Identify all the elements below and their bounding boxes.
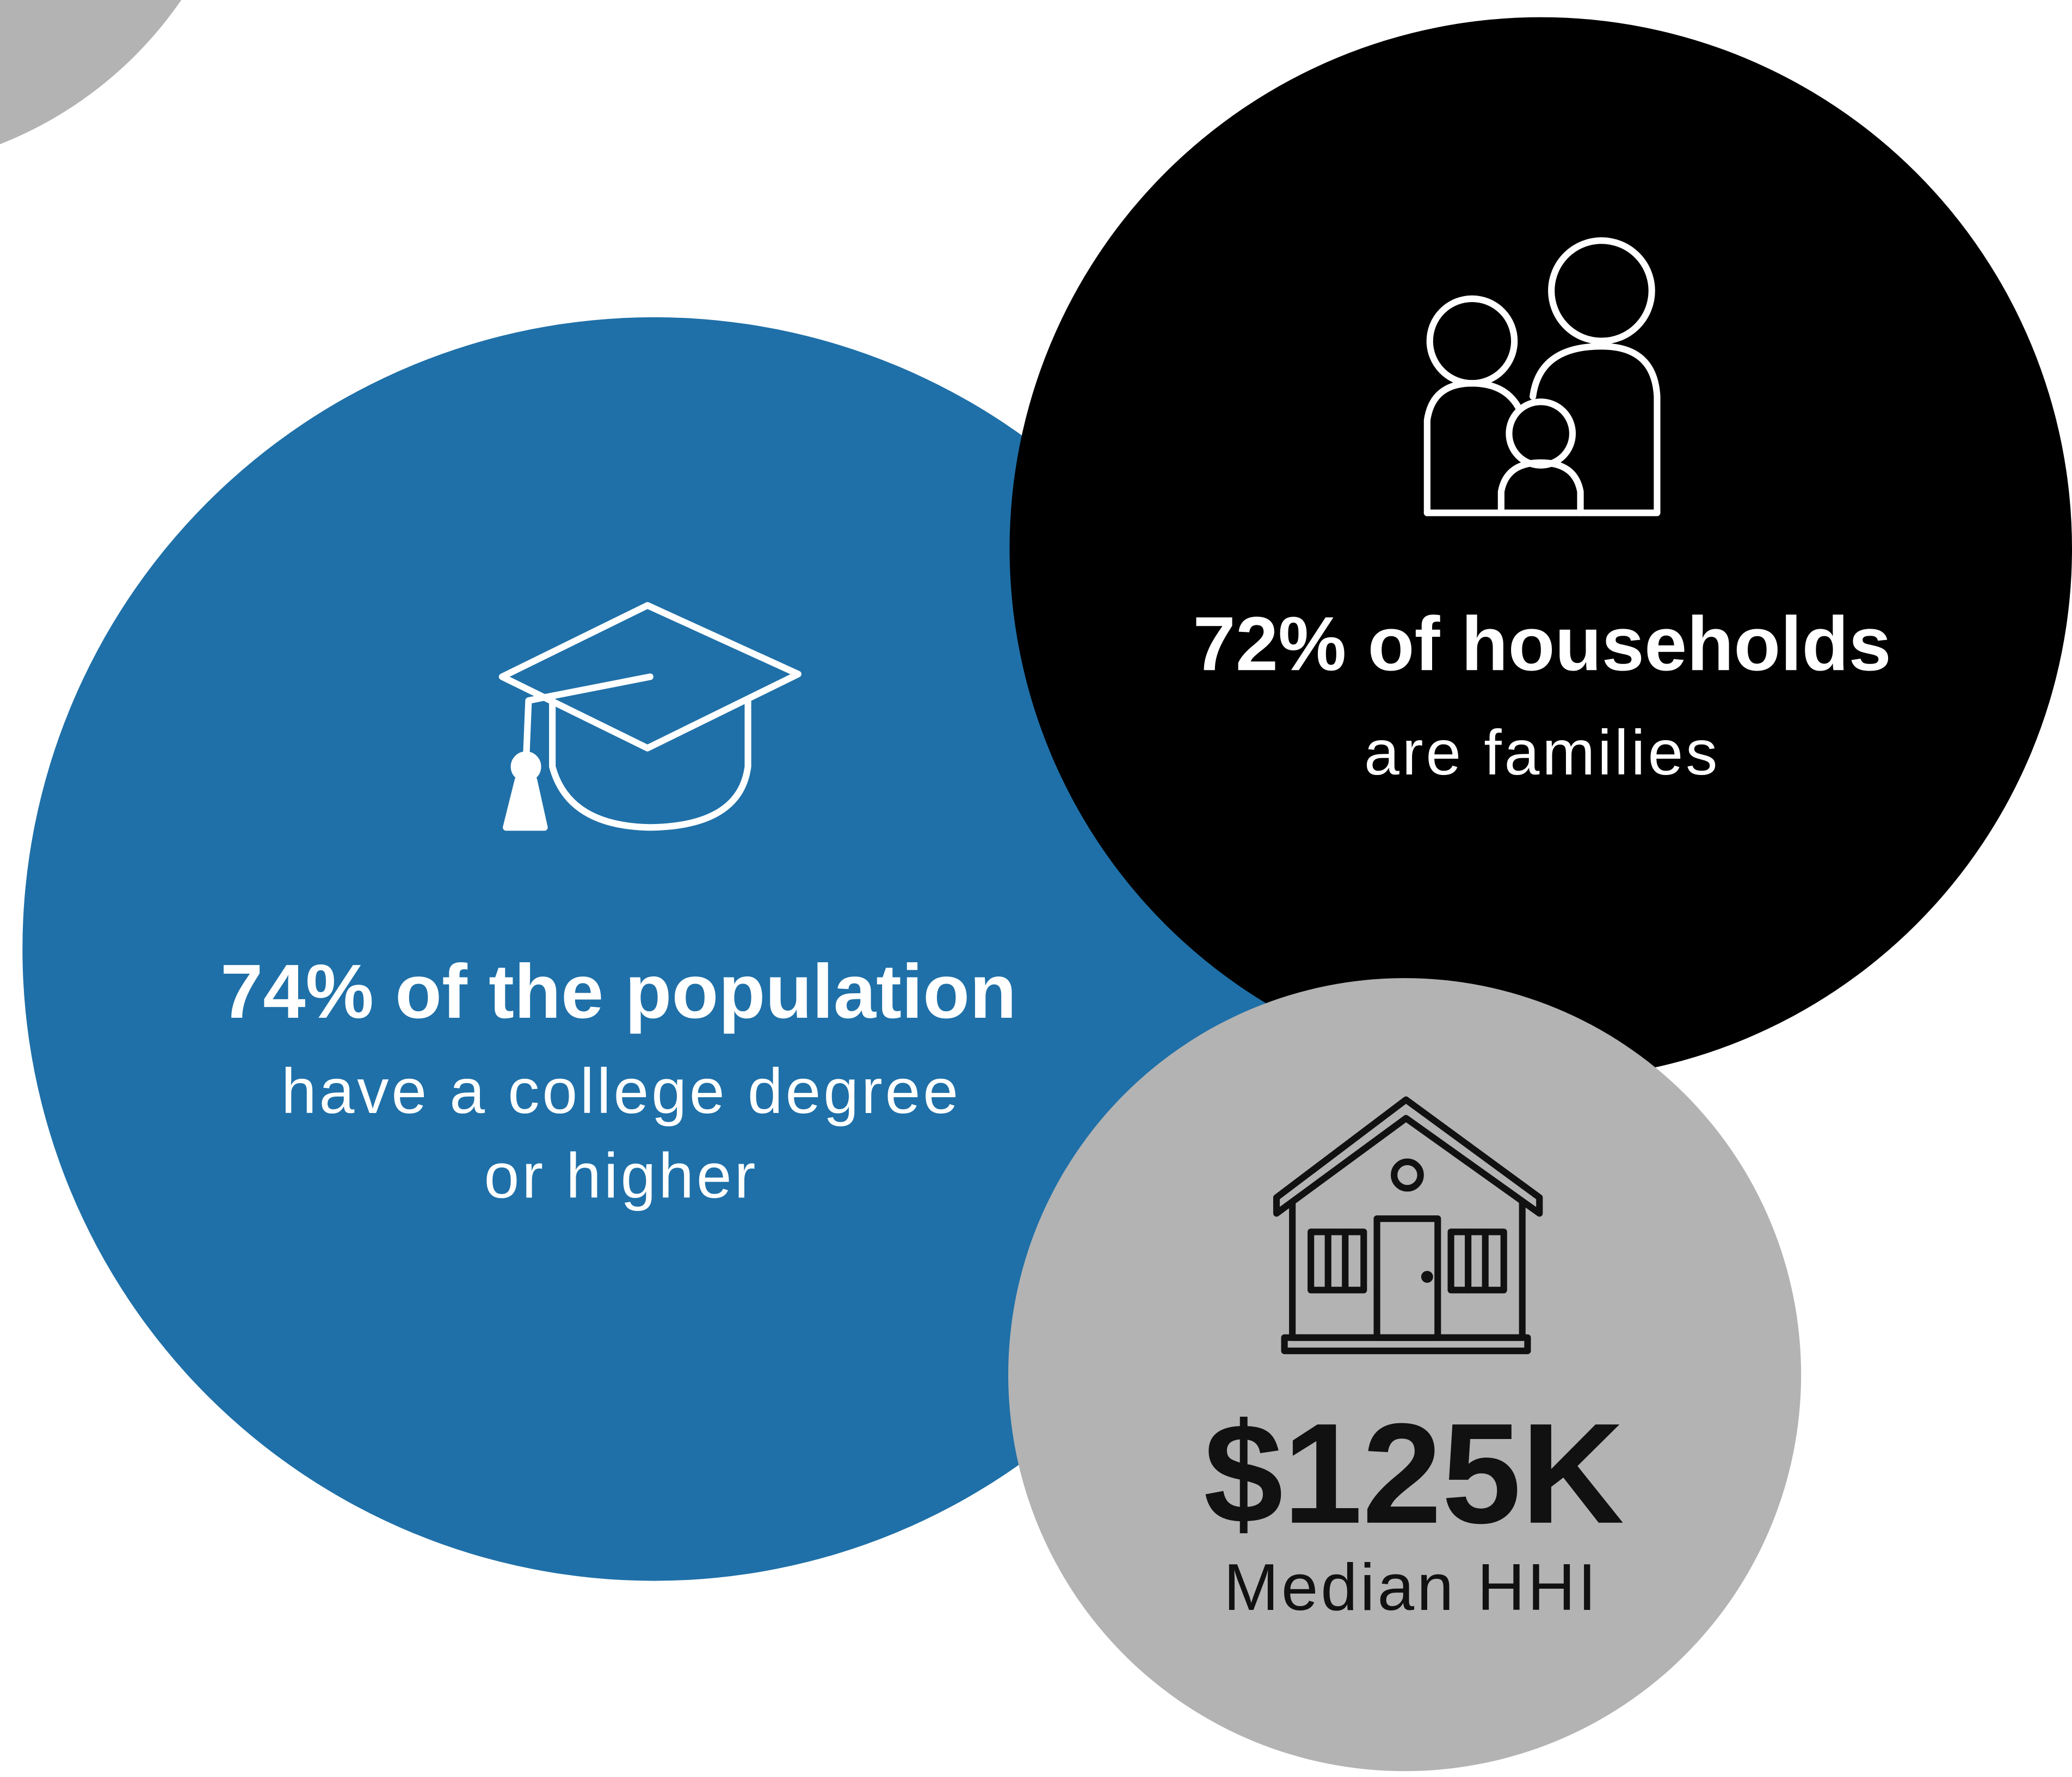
- household-headline: 72% of households: [1193, 600, 1891, 686]
- graduation-cap-icon: [498, 602, 801, 831]
- income-headline: $125K: [1204, 1394, 1624, 1553]
- income-detail: Median HHI: [1224, 1550, 1599, 1624]
- family-icon: [1423, 237, 1661, 517]
- household-circle: [1009, 17, 2072, 1080]
- education-circle: [22, 317, 1286, 1581]
- house-icon: [1273, 1096, 1543, 1355]
- income-circle: [1008, 978, 1802, 1772]
- decor-circle: [0, 0, 181, 144]
- education-detail: or higher: [484, 1140, 758, 1211]
- household-detail: are families: [1364, 717, 1720, 788]
- education-headline: 74% of the population: [220, 948, 1016, 1034]
- education-detail: have a college degree: [281, 1055, 961, 1127]
